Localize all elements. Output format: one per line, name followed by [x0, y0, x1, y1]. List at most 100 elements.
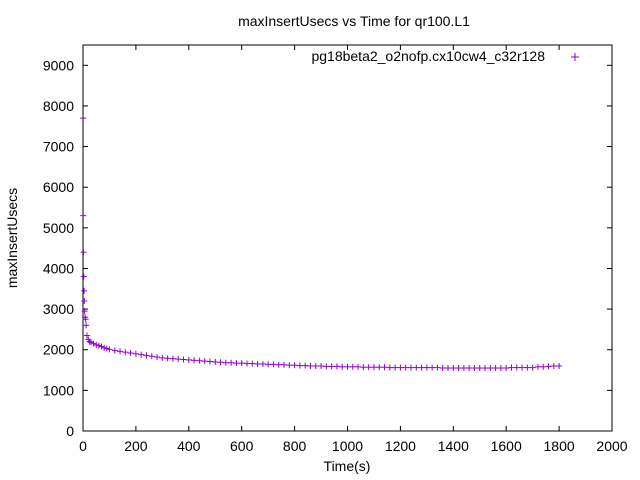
data-point [122, 349, 129, 356]
data-point [98, 343, 105, 350]
y-tick-label: 6000 [43, 179, 74, 195]
data-point [513, 364, 520, 371]
data-point [275, 361, 282, 368]
data-point [191, 357, 198, 364]
x-axis: 0 200 400 600 800 1000 1200 1400 1600 1800 2000 [79, 45, 628, 454]
data-point [154, 354, 161, 361]
data-point [460, 365, 467, 372]
data-point [82, 316, 89, 323]
plot-frame [82, 44, 613, 432]
data-point [492, 365, 499, 372]
data-point [81, 297, 88, 304]
data-point [95, 342, 102, 349]
data-point [111, 347, 118, 354]
x-tick-label: 800 [283, 438, 307, 454]
data-point [175, 356, 182, 363]
data-point [164, 355, 171, 362]
data-point [90, 340, 97, 347]
data-point [83, 322, 90, 329]
data-point [86, 338, 93, 345]
data-point [80, 212, 87, 219]
y-tick-label: 1000 [43, 382, 74, 398]
data-point [296, 362, 303, 369]
data-point [217, 359, 224, 366]
data-point [355, 363, 362, 370]
data-point [307, 362, 314, 369]
data-point [83, 332, 90, 339]
data-point [455, 365, 462, 372]
x-tick-label: 1800 [544, 438, 575, 454]
data-point [550, 362, 557, 369]
data-point [439, 365, 446, 372]
data-point [148, 353, 155, 360]
data-point [103, 345, 110, 352]
data-point [259, 360, 266, 367]
data-point [185, 356, 192, 363]
data-point [360, 364, 367, 371]
data-point [132, 350, 139, 357]
y-tick-label: 2000 [43, 342, 74, 358]
data-point [339, 363, 346, 370]
data-point [445, 365, 452, 372]
y-axis-label: maxInsertUsecs [4, 188, 20, 288]
data-point [93, 341, 100, 348]
data-point [534, 363, 541, 370]
data-point [138, 351, 145, 358]
x-tick-label: 1200 [385, 438, 416, 454]
data-point [497, 365, 504, 372]
x-tick-label: 0 [79, 438, 87, 454]
data-point [423, 364, 430, 371]
data-point [80, 249, 87, 256]
x-tick-label: 1600 [491, 438, 522, 454]
y-tick-label: 5000 [43, 220, 74, 236]
data-point [349, 363, 356, 370]
data-point [312, 362, 319, 369]
data-point [519, 364, 526, 371]
x-tick-label: 400 [177, 438, 201, 454]
x-tick-label: 200 [124, 438, 148, 454]
data-point [418, 364, 425, 371]
legend-label: pg18beta2_o2nofp.cx10cw4_c32r128 [311, 48, 545, 64]
data-point [328, 363, 335, 370]
data-point [81, 308, 88, 315]
data-point [429, 364, 436, 371]
y-tick-label: 3000 [43, 301, 74, 317]
data-point [529, 364, 536, 371]
data-point [143, 352, 150, 359]
data-point [80, 273, 87, 280]
data-point [270, 361, 277, 368]
y-tick-label: 0 [66, 423, 74, 439]
legend-marker [571, 53, 579, 61]
data-point [286, 362, 293, 369]
data-point [196, 357, 203, 364]
data-point [265, 361, 272, 368]
x-tick-label: 1000 [332, 438, 363, 454]
data-point [508, 364, 515, 371]
data-point [254, 360, 261, 367]
data-point [556, 362, 563, 369]
data-point [228, 359, 235, 366]
data-point [381, 364, 388, 371]
data-point [243, 360, 250, 367]
data-point [291, 362, 298, 369]
data-point [471, 365, 478, 372]
data-point [540, 363, 547, 370]
data-point [370, 364, 377, 371]
x-tick-label: 1400 [438, 438, 469, 454]
data-point [323, 363, 330, 370]
data-point [397, 364, 404, 371]
data-point [333, 363, 340, 370]
data-point [80, 115, 87, 122]
y-tick-label: 4000 [43, 260, 74, 276]
y-tick-label: 9000 [43, 57, 74, 73]
data-point [402, 364, 409, 371]
x-tick-label: 600 [230, 438, 254, 454]
data-point [201, 358, 208, 365]
data-point [249, 360, 256, 367]
data-point [434, 364, 441, 371]
data-point [413, 364, 420, 371]
data-point [392, 364, 399, 371]
data-point [159, 354, 166, 361]
data-point [127, 349, 134, 356]
